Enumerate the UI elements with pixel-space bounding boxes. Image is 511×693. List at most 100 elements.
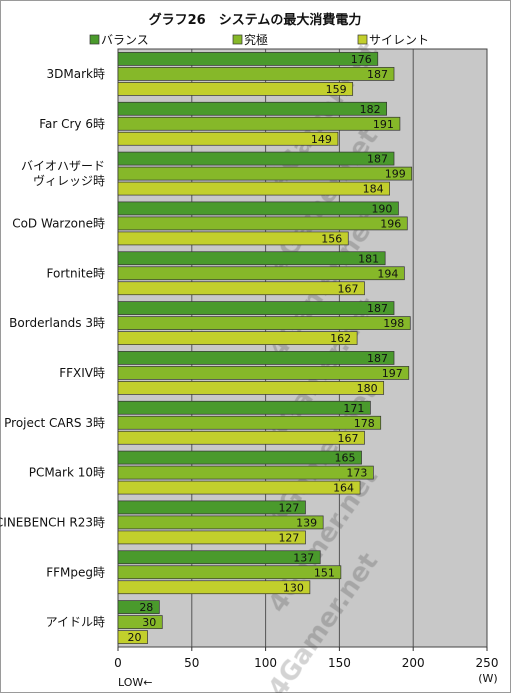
bar [117, 316, 411, 330]
data-label: 165 [335, 452, 356, 465]
data-label: 127 [278, 501, 299, 514]
bar [117, 430, 365, 445]
legend-label: 究極 [244, 32, 268, 47]
bar [117, 201, 399, 216]
data-label: 190 [371, 202, 392, 215]
data-label: 198 [383, 317, 404, 330]
x-axis: 0 50 100 150 200 250 [114, 647, 498, 670]
category-label: Project CARS 3時 [4, 416, 105, 430]
category-label: 3DMark時 [47, 67, 105, 81]
bar [117, 281, 365, 296]
data-label: 181 [358, 252, 379, 265]
data-label: 196 [380, 217, 401, 230]
bar [117, 131, 339, 146]
bar [117, 151, 395, 166]
x-tick-label: 150 [328, 656, 351, 670]
x-tick-label: 100 [254, 656, 277, 670]
data-label: 197 [382, 367, 403, 380]
data-label: 151 [314, 566, 335, 579]
x-tick-label: 0 [114, 656, 122, 670]
data-label: 187 [367, 153, 388, 166]
data-label: 164 [333, 482, 354, 495]
bar [117, 116, 401, 131]
category-label: FFMpeg時 [46, 565, 105, 579]
category-label: Borderlands 3時 [9, 316, 105, 330]
data-label: 187 [367, 352, 388, 365]
data-label: 182 [360, 103, 381, 116]
legend-swatch [89, 34, 100, 45]
data-label: 20 [128, 631, 142, 644]
data-label: 171 [343, 402, 364, 415]
category-label: Far Cry 6時 [39, 117, 105, 131]
legend-label: サイレント [369, 33, 429, 47]
bar [117, 480, 361, 495]
data-label: 178 [354, 417, 375, 430]
data-label: 127 [278, 531, 299, 544]
x-tick-label: 50 [184, 656, 199, 670]
category-label: CINEBENCH R23時 [0, 515, 105, 529]
category-label: バイオハザードヴィレッジ時 [21, 159, 105, 188]
data-label: 130 [283, 581, 304, 594]
legend-label: バランス [101, 33, 149, 47]
data-label: 28 [139, 601, 153, 614]
bar [117, 500, 306, 515]
bar [117, 550, 321, 565]
category-label: Fortnite時 [47, 266, 105, 280]
data-label: 159 [326, 83, 347, 96]
bar [117, 400, 371, 415]
data-label: 173 [346, 467, 367, 480]
bar [117, 82, 354, 96]
x-tick-label: 250 [476, 656, 499, 670]
category-label: PCMark 10時 [29, 466, 105, 480]
plot-border [117, 48, 488, 648]
data-label: 184 [363, 183, 384, 196]
bar [117, 450, 362, 465]
bar [117, 301, 395, 315]
bar [117, 515, 324, 530]
bar [117, 351, 395, 365]
category-label: CoD Warzone時 [12, 216, 105, 230]
bar [117, 366, 410, 380]
data-label: 180 [357, 382, 378, 395]
data-label: 167 [337, 432, 358, 445]
bar [117, 381, 385, 395]
bar [117, 530, 306, 545]
data-label: 156 [321, 232, 342, 245]
data-label: 187 [367, 68, 388, 81]
bar [117, 231, 349, 246]
bar [117, 52, 379, 66]
bar [117, 216, 408, 231]
bar [117, 580, 311, 595]
data-label: 187 [367, 302, 388, 315]
category-label: FFXIV時 [59, 366, 105, 380]
bar [117, 181, 390, 196]
data-label: 137 [293, 551, 314, 564]
bar [117, 600, 160, 614]
data-label: 167 [337, 282, 358, 295]
bar [117, 415, 382, 430]
bar [117, 266, 405, 281]
category-label: アイドル時 [46, 615, 105, 629]
data-label: 139 [296, 516, 317, 529]
data-label: 194 [377, 267, 398, 280]
data-label: 176 [351, 53, 372, 66]
legend-swatch [232, 34, 243, 45]
bar [117, 630, 148, 644]
plot-background [118, 49, 487, 647]
bar [117, 251, 386, 266]
unit-label: (W) [478, 672, 497, 685]
chart-title: グラフ26 システムの最大消費電力 [149, 12, 362, 28]
data-label: 191 [373, 118, 394, 131]
bar [117, 331, 358, 345]
bar [117, 615, 163, 629]
bar [117, 67, 395, 81]
legend: バランス 究極 サイレント [89, 32, 429, 47]
legend-swatch [357, 34, 368, 45]
data-label: 149 [311, 133, 332, 146]
bar [117, 101, 387, 116]
low-note: LOW← [118, 676, 153, 689]
bar [117, 166, 413, 181]
x-tick-label: 200 [402, 656, 425, 670]
